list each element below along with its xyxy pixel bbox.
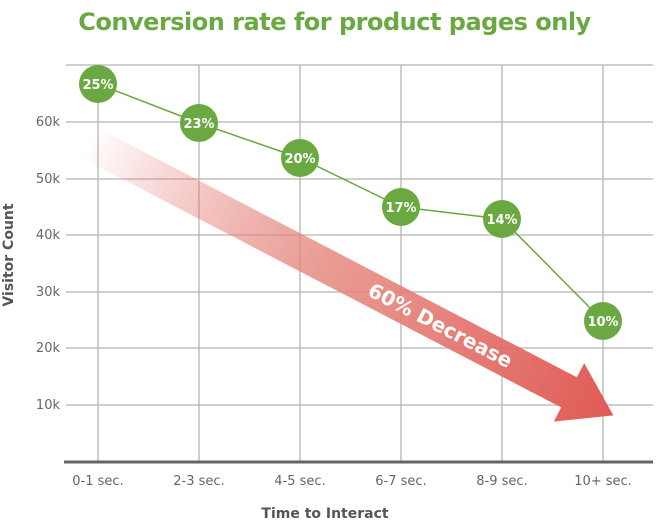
svg-text:10+ sec.: 10+ sec. xyxy=(574,474,632,489)
data-point: 20% xyxy=(281,139,319,177)
decrease-arrow: 60% Decrease xyxy=(82,127,614,422)
svg-text:0-1 sec.: 0-1 sec. xyxy=(72,474,123,489)
svg-text:10k: 10k xyxy=(36,398,61,413)
grid-horizontal xyxy=(66,64,653,406)
svg-text:20k: 20k xyxy=(36,341,61,356)
svg-text:25%: 25% xyxy=(82,78,113,93)
x-axis-ticks: 0-1 sec. 2-3 sec. 4-5 sec. 6-7 sec. 8-9 … xyxy=(72,474,632,489)
data-point: 17% xyxy=(382,188,420,226)
data-point: 10% xyxy=(584,302,622,340)
svg-text:8-9 sec.: 8-9 sec. xyxy=(476,474,527,489)
data-point: 23% xyxy=(180,104,218,142)
svg-text:50k: 50k xyxy=(36,172,61,187)
svg-text:40k: 40k xyxy=(36,228,61,243)
x-axis-title: Time to Interact xyxy=(261,506,389,522)
svg-text:23%: 23% xyxy=(183,117,214,132)
svg-text:4-5 sec.: 4-5 sec. xyxy=(274,474,325,489)
svg-text:2-3 sec.: 2-3 sec. xyxy=(173,474,224,489)
svg-text:20%: 20% xyxy=(284,152,315,167)
svg-text:10%: 10% xyxy=(587,315,618,330)
svg-text:6-7 sec.: 6-7 sec. xyxy=(375,474,426,489)
data-point: 25% xyxy=(79,65,117,103)
svg-text:17%: 17% xyxy=(385,201,416,216)
chart-title: Conversion rate for product pages only xyxy=(78,8,591,36)
y-axis-title: Visitor Count xyxy=(1,203,17,306)
svg-text:14%: 14% xyxy=(486,213,517,228)
y-axis-ticks: 10k 20k 30k 40k 50k 60k xyxy=(36,115,61,413)
svg-text:30k: 30k xyxy=(36,285,61,300)
svg-text:60k: 60k xyxy=(36,115,61,130)
data-point: 14% xyxy=(483,200,521,238)
